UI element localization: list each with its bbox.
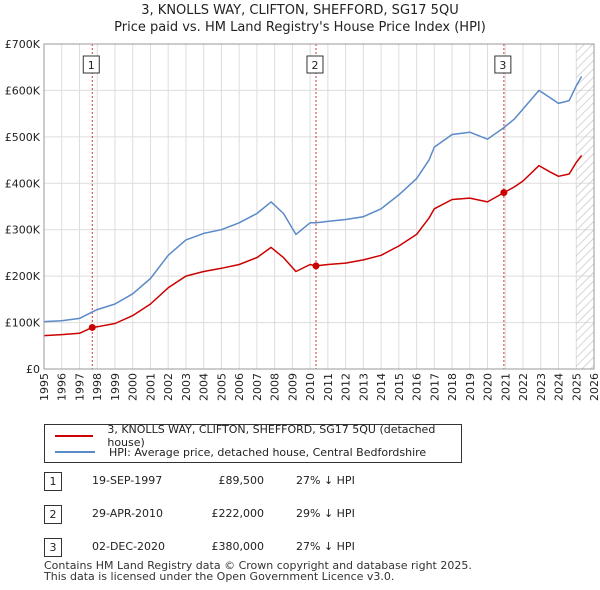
x-tick-label: 2012 bbox=[340, 373, 353, 401]
sale-point bbox=[312, 262, 320, 270]
x-tick-label: 2001 bbox=[144, 373, 157, 401]
x-tick-label: 2003 bbox=[180, 373, 193, 401]
sale-date: 02-DEC-2020 bbox=[92, 540, 166, 553]
x-tick-label: 2013 bbox=[357, 373, 370, 401]
hpi-line bbox=[43, 76, 583, 323]
y-tick-label: £500K bbox=[5, 131, 41, 144]
sale-hpi-diff: 29% ↓ HPI bbox=[296, 507, 355, 520]
y-tick-label: £300K bbox=[5, 224, 41, 237]
x-tick-label: 1996 bbox=[56, 373, 69, 401]
price-chart: 1 2 3 1995 1996 1997 1998 1999 2000 2001 2002 2003… bbox=[5, 38, 600, 401]
table-row: 3 02-DEC-2020 £380,000 27% ↓ HPI bbox=[44, 538, 584, 558]
x-tick-label: 2020 bbox=[482, 373, 495, 401]
x-tick-label: 1995 bbox=[38, 373, 51, 401]
sale-price: £380,000 bbox=[211, 540, 265, 553]
y-tick-label: £100K bbox=[5, 317, 41, 330]
x-tick-label: 2023 bbox=[535, 373, 548, 401]
y-tick-label: £600K bbox=[5, 84, 41, 97]
chart-title: 3, KNOLLS WAY, CLIFTON, SHEFFORD, SG17 5… bbox=[141, 3, 459, 18]
x-tick-label: 1998 bbox=[91, 373, 104, 401]
sale-price: £222,000 bbox=[211, 507, 265, 520]
x-tick-label: 2018 bbox=[446, 373, 459, 401]
sale-hpi-diff: 27% ↓ HPI bbox=[296, 540, 355, 553]
x-tick-label: 2010 bbox=[304, 373, 317, 401]
sale-hpi-diff: 27% ↓ HPI bbox=[296, 474, 355, 487]
x-tick-label: 2015 bbox=[393, 373, 406, 401]
sale-badge: 3 bbox=[44, 538, 62, 557]
y-tick-label: £400K bbox=[5, 177, 41, 190]
x-tick-label: 2007 bbox=[251, 373, 264, 401]
x-tick-label: 2026 bbox=[588, 373, 600, 401]
x-tick-label: 2011 bbox=[322, 373, 335, 401]
x-tick-label: 2006 bbox=[233, 373, 246, 401]
x-tick-label: 2016 bbox=[411, 373, 424, 401]
legend: 3, KNOLLS WAY, CLIFTON, SHEFFORD, SG17 5… bbox=[44, 423, 462, 463]
x-tick-label: 1999 bbox=[109, 373, 122, 401]
x-tick-label: 2022 bbox=[517, 373, 530, 401]
footer-line-2: This data is licensed under the Open Gov… bbox=[44, 570, 395, 583]
x-tick-label: 2008 bbox=[269, 373, 282, 401]
footer-line-1: Contains HM Land Registry data © Crown c… bbox=[44, 559, 472, 572]
sale-badge: 2 bbox=[44, 505, 62, 524]
sale-badge: 1 bbox=[44, 472, 62, 491]
table-row: 2 29-APR-2010 £222,000 29% ↓ HPI bbox=[44, 505, 584, 525]
sale-point bbox=[500, 189, 508, 197]
plot-frame bbox=[43, 43, 595, 370]
sale-date: 19-SEP-1997 bbox=[92, 474, 163, 487]
legend-item-property: 3, KNOLLS WAY, CLIFTON, SHEFFORD, SG17 5… bbox=[55, 423, 461, 449]
x-tick-label: 2024 bbox=[553, 373, 566, 401]
sale-label-box bbox=[494, 55, 512, 74]
sale-label-box bbox=[306, 55, 324, 74]
x-tick-label: 1997 bbox=[73, 373, 86, 401]
legend-swatch-property bbox=[55, 435, 94, 437]
y-tick-label: £200K bbox=[5, 270, 41, 283]
x-tick-label: 2019 bbox=[464, 373, 477, 401]
x-tick-label: 2021 bbox=[499, 373, 512, 401]
y-tick-label: £700K bbox=[5, 38, 41, 51]
sale-label: 1 bbox=[88, 59, 95, 72]
property-price-line bbox=[43, 154, 583, 337]
sale-label: 2 bbox=[311, 59, 318, 72]
x-tick-label: 2017 bbox=[428, 373, 441, 401]
x-tick-label: 2009 bbox=[286, 373, 299, 401]
chart-subtitle: Price paid vs. HM Land Registry's House … bbox=[114, 20, 486, 35]
x-tick-label: 2000 bbox=[127, 373, 140, 401]
x-tick-label: 2004 bbox=[198, 373, 211, 401]
x-tick-label: 2025 bbox=[570, 373, 583, 401]
legend-item-hpi: HPI: Average price, detached house, Cent… bbox=[55, 444, 426, 460]
x-tick-label: 2002 bbox=[162, 373, 175, 401]
y-tick-label: £0 bbox=[26, 363, 40, 376]
plot-area bbox=[44, 44, 594, 369]
sale-price: £89,500 bbox=[218, 474, 265, 487]
x-tick-label: 2014 bbox=[375, 373, 388, 401]
sale-date: 29-APR-2010 bbox=[92, 507, 164, 520]
legend-swatch-hpi bbox=[55, 451, 95, 453]
forecast-hatch bbox=[576, 44, 594, 369]
legend-label-hpi: HPI: Average price, detached house, Cent… bbox=[109, 445, 427, 459]
sale-label: 3 bbox=[499, 59, 506, 72]
footer: Contains HM Land Registry data © Crown c… bbox=[44, 560, 472, 582]
x-tick-label: 2005 bbox=[215, 373, 228, 401]
table-row: 1 19-SEP-1997 £89,500 27% ↓ HPI bbox=[44, 472, 584, 492]
sale-point bbox=[88, 323, 96, 331]
sale-label-box bbox=[82, 55, 100, 74]
legend-label-property: 3, KNOLLS WAY, CLIFTON, SHEFFORD, SG17 5… bbox=[107, 423, 436, 449]
